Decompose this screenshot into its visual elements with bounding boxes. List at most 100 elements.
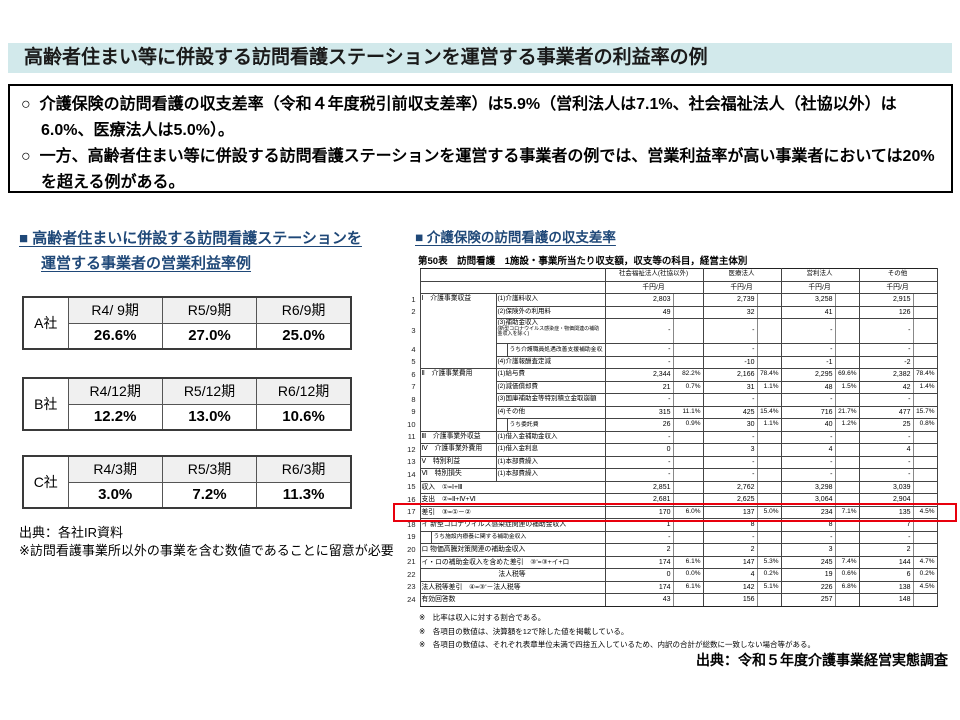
- footnote: ※ 各項目の数値は、それぞれ表章単位未満で四捨五入しているため、内訳の合計が総数…: [419, 640, 816, 649]
- header-row: 社会福祉法人(社協以外) 医療法人 営利法人 その他: [403, 268, 938, 282]
- summary-box: ○ 介護保険の訪問看護の収支差率（令和４年度税引前収支差率）は5.9%（営利法人は…: [8, 84, 953, 193]
- value-cell: -: [780, 343, 836, 357]
- percent-cell: [756, 543, 782, 557]
- value-cell: 1: [604, 518, 674, 532]
- table-row: 26.6% 27.0% 25.0%: [23, 322, 352, 350]
- row-label: うち施設内療養に関する補助金収入: [419, 530, 606, 544]
- value-cell: 26: [604, 418, 674, 432]
- row-number: 16: [407, 494, 416, 504]
- percent-cell: [834, 480, 860, 494]
- profit-value: 27.0%: [161, 322, 258, 350]
- row-number: 12: [407, 444, 416, 454]
- category-label: Ⅲ 介護事業外収益: [419, 430, 497, 444]
- value-cell: 2,295: [780, 368, 836, 382]
- row-number: 7: [411, 382, 416, 392]
- percent-cell: 78.4%: [756, 368, 782, 382]
- value-cell: 31: [702, 380, 758, 394]
- percent-cell: [756, 480, 782, 494]
- row-label: 収入 ①=Ⅰ+Ⅲ: [419, 480, 606, 494]
- value-cell: -: [604, 455, 674, 469]
- value-cell: 49: [604, 305, 674, 319]
- value-cell: 142: [702, 580, 758, 594]
- row-label: イ・ロの補助金収入を含めた差引 ③'=③+イ+ロ: [419, 555, 606, 569]
- value-cell: 135: [858, 505, 914, 519]
- row-number: 1: [411, 294, 416, 304]
- category-label: Ⅱ 介護事業費用: [419, 368, 497, 432]
- value-cell: 21: [604, 380, 674, 394]
- percent-cell: [834, 305, 860, 319]
- entity-header: 医療法人: [702, 268, 782, 282]
- percent-cell: [756, 318, 782, 344]
- value-cell: 3: [702, 443, 758, 457]
- profit-value: 3.0%: [67, 481, 163, 509]
- value-cell: 8: [702, 518, 758, 532]
- percent-cell: [672, 318, 704, 344]
- percent-cell: [756, 493, 782, 507]
- bullet-text: 一方、高齢者住まい等に併設する訪問看護ステーションを運営する事業者の例では、営業…: [39, 148, 935, 191]
- table-row: 23 法人税等差引 ④=③'－法人税等 174 6.1% 142 5.1% 226 6.8% 1…: [403, 580, 938, 594]
- percent-cell: 1.4%: [912, 380, 938, 394]
- period-header: R6/12期: [256, 377, 352, 405]
- value-cell: 2,762: [702, 480, 758, 494]
- company-name: C社: [22, 455, 69, 509]
- percent-cell: [756, 430, 782, 444]
- percent-cell: [834, 493, 860, 507]
- table-row: 13 Ⅴ 特別利益 (1)本部費繰入 - - - -: [403, 455, 938, 469]
- percent-cell: [912, 430, 938, 444]
- row-number: 15: [407, 482, 416, 492]
- header-blank: [419, 268, 606, 282]
- item-label: (4)介護報酬査定減: [495, 355, 606, 369]
- profit-value: 11.3%: [256, 481, 352, 509]
- table-row: B社 R4/12期 R5/12期 R6/12期: [22, 377, 352, 431]
- percent-cell: [672, 343, 704, 357]
- item-label: (1)本部費繰入: [495, 468, 606, 482]
- company-profit-table: C社 R4/3期 R5/3期 R6/3期 3.0% 7.2% 11.3%: [22, 455, 352, 509]
- percent-cell: 0.0%: [672, 568, 704, 582]
- item-label: (1)借入金補助金収入: [495, 430, 606, 444]
- company-table-a: A社 R4/ 9期 R5/9期 R6/9期 26.6% 27.0% 25.0%: [22, 296, 354, 350]
- value-cell: 138: [858, 580, 914, 594]
- value-cell: -: [780, 318, 836, 344]
- percent-cell: [756, 305, 782, 319]
- value-cell: 32: [702, 305, 758, 319]
- unit-header: 千円/月: [858, 280, 938, 294]
- value-cell: 425: [702, 405, 758, 419]
- percent-cell: 1.2%: [834, 418, 860, 432]
- value-cell: -: [604, 530, 674, 544]
- value-cell: 144: [858, 555, 914, 569]
- percent-cell: [912, 493, 938, 507]
- value-cell: 3,298: [780, 480, 836, 494]
- value-cell: -: [702, 530, 758, 544]
- percent-cell: [672, 493, 704, 507]
- row-number: [403, 269, 420, 282]
- table-row: 17 差引 ③=①－② 170 6.0% 137 5.0% 234 7.1% 135 4.5%: [403, 505, 938, 519]
- item-label: (4)その他: [495, 405, 606, 419]
- table-row: 20 ロ 物価高騰対策関連の補助金収入 2 2 3 2: [403, 543, 938, 557]
- value-cell: 2,681: [604, 493, 674, 507]
- percent-cell: [756, 393, 782, 407]
- value-cell: -: [702, 343, 758, 357]
- value-cell: 2,166: [702, 368, 758, 382]
- value-cell: -: [702, 455, 758, 469]
- table-row: 2 (2)保険外の利用料 49 32 41 126: [403, 305, 938, 319]
- percent-cell: [672, 293, 704, 307]
- percent-cell: [756, 355, 782, 369]
- row-label: 法人税等差引 ④=③'－法人税等: [419, 580, 606, 594]
- bullet-item: ○ 介護保険の訪問看護の収支差率（令和４年度税引前収支差率）は5.9%（営利法人は…: [21, 92, 940, 144]
- row-number: 18: [407, 519, 416, 529]
- category-label: Ⅰ 介護事業収益: [419, 293, 497, 369]
- percent-cell: [756, 293, 782, 307]
- period-header: R4/12期: [67, 377, 163, 405]
- left-panel-heading: ■ 高齢者住まいに併設する訪問看護ステーションを 運営する事業者の営業利益率例: [19, 226, 413, 276]
- item-label: (2)減価償却費: [495, 380, 606, 394]
- percent-cell: [834, 543, 860, 557]
- value-cell: -1: [780, 355, 836, 369]
- value-cell: 3,064: [780, 493, 836, 507]
- percent-cell: [912, 543, 938, 557]
- value-cell: 25: [858, 418, 914, 432]
- period-header: R4/3期: [67, 455, 163, 483]
- entity-header: 社会福祉法人(社協以外): [604, 268, 704, 282]
- percent-cell: [756, 593, 782, 607]
- left-panel-heading-line1: ■ 高齢者住まいに併設する訪問看護ステーションを: [19, 230, 362, 247]
